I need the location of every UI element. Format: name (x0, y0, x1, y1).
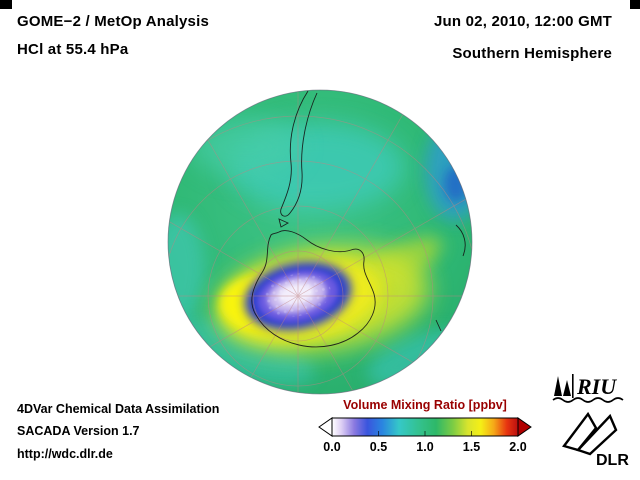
tick-label-0: 0.0 (323, 440, 341, 454)
coast-south-america (280, 90, 318, 217)
dlr-logo-text: DLR (596, 452, 629, 468)
cyan-patch-left-limb (168, 213, 205, 325)
riu-cathedral-icon (554, 374, 574, 398)
colorbar-right-arrow (517, 417, 532, 437)
dark-blue-spot-right-limb (444, 166, 468, 202)
dlr-emblem-icon (561, 411, 618, 456)
globe-map-container (167, 89, 473, 395)
footer-url: http://wdc.dlr.de (17, 447, 113, 461)
footer-version: SACADA Version 1.7 (17, 424, 140, 438)
colorbar-left-arrow (318, 417, 333, 437)
globe-map (167, 89, 473, 395)
riu-logo-text: RIU (576, 374, 617, 399)
globe-limb (167, 89, 473, 395)
colorbar (318, 417, 532, 442)
coast-tierra-del-fuego (278, 218, 289, 228)
dlr-logo: DLR (558, 402, 638, 473)
graticule (168, 90, 472, 394)
plot-datetime: Jun 02, 2010, 12:00 GMT (433, 13, 612, 30)
tick-label-4: 2.0 (509, 440, 527, 454)
cyan-patch-top-left (190, 117, 300, 177)
plot-title: GOME−2 / MetOp Analysis (17, 13, 210, 30)
corner-mark-top-left (0, 0, 12, 9)
plot-subtitle: HCl at 55.4 hPa (17, 41, 129, 58)
tick-label-3: 1.5 (462, 440, 481, 454)
corner-mark-top-right (630, 0, 640, 9)
coast-antarctica (251, 230, 376, 348)
riu-wave-icon (552, 397, 624, 403)
plot-hemisphere: Southern Hemisphere (452, 45, 612, 62)
colorbar-title: Volume Mixing Ratio [ppbv] (343, 398, 507, 412)
cyan-sweep-bottom-left (169, 316, 315, 386)
coast-australia (455, 224, 466, 257)
colorbar-tick-labels: 0.0 0.5 1.0 1.5 2.0 (318, 440, 532, 455)
tick-label-2: 1.0 (416, 440, 434, 454)
tick-label-1: 0.5 (369, 440, 388, 454)
riu-logo: RIU (550, 370, 632, 409)
footer-assimilation: 4DVar Chemical Data Assimilation (17, 402, 220, 416)
